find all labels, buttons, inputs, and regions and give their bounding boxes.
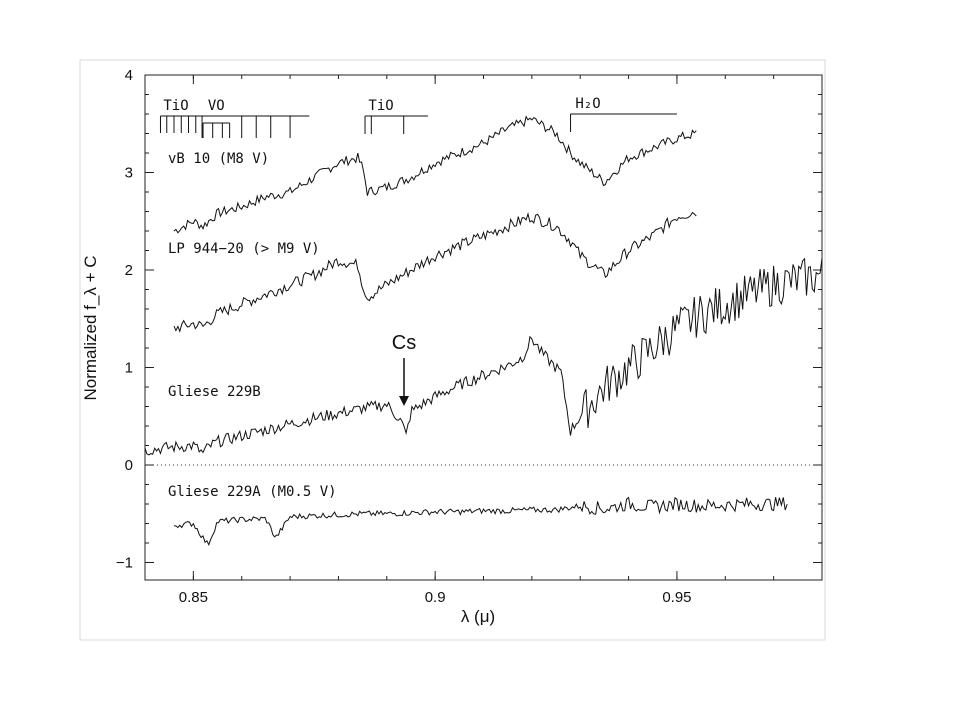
- y-tick-label: −1: [116, 555, 133, 572]
- series-label-gliese229b: Gliese 229B: [168, 384, 261, 400]
- band-label-vo: VO: [208, 98, 225, 114]
- cs-annotation-label: Cs: [392, 332, 416, 354]
- band-label-tio-1: TiO: [163, 98, 188, 114]
- y-tick-label: 3: [125, 165, 133, 182]
- series-label-lp944: LP 944−20 (> M9 V): [168, 241, 320, 257]
- figure-frame: [79, 59, 826, 641]
- x-tick-label: 0.95: [662, 589, 691, 606]
- spectra-series: [144, 115, 823, 546]
- y-tick-label: 2: [125, 262, 133, 279]
- band-label-h2o: H₂O: [575, 96, 600, 112]
- series-lp944-20: [173, 211, 697, 333]
- x-tick-label: 0.85: [179, 589, 208, 606]
- x-tick-label: 0.9: [425, 589, 446, 606]
- y-axis-label: Normalized f_λ + C: [81, 255, 100, 400]
- series-gliese229a: [173, 496, 788, 546]
- band-label-tio-2: TiO: [368, 98, 393, 114]
- x-axis-label: λ (μ): [461, 607, 495, 626]
- y-tick-label: 0: [125, 457, 133, 474]
- y-tick-label: 1: [125, 360, 133, 377]
- axis-ticks: −1 0 1 2 3 4 0.85 0.9 0.95: [116, 67, 823, 606]
- series-gliese229b: [144, 257, 823, 456]
- molecular-bands: TiO VO TiO H₂O: [159, 96, 677, 138]
- series-label-vb10: vB 10 (M8 V): [168, 151, 269, 167]
- series-label-gliese229a: Gliese 229A (M0.5 V): [168, 484, 337, 500]
- y-tick-label: 4: [125, 67, 133, 84]
- series-vb10: [173, 115, 697, 234]
- cs-arrow-head: [399, 396, 409, 406]
